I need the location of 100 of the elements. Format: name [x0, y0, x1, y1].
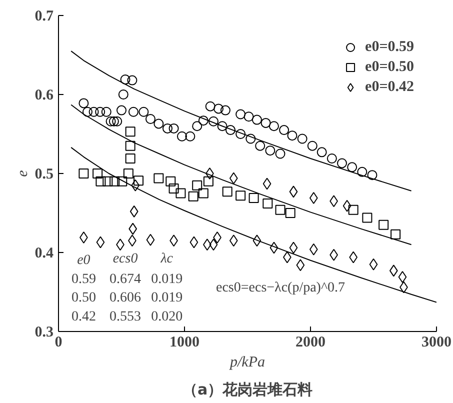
point: [246, 134, 256, 144]
point: [198, 188, 208, 198]
point: [108, 116, 119, 126]
point: [220, 105, 230, 116]
point: [192, 121, 202, 132]
annotation: ecs0=ecs−λc(p/pa)^0.7: [216, 280, 346, 296]
point: [389, 264, 398, 277]
point: [287, 130, 298, 141]
y-tick-label: 0.7: [34, 8, 54, 24]
point: [92, 168, 103, 178]
annotation: 0.020: [151, 310, 183, 325]
point: [192, 180, 202, 190]
annotation: λc: [160, 251, 174, 266]
point: [176, 188, 186, 198]
point: [128, 106, 138, 117]
point: [118, 90, 128, 100]
point: [236, 129, 246, 139]
y-tick-label: 0.5: [34, 166, 54, 182]
point: [96, 176, 106, 186]
point: [367, 170, 378, 180]
point: [214, 104, 224, 114]
point: [252, 234, 262, 247]
point: [116, 105, 126, 116]
point: [222, 186, 232, 197]
x-tick-label: 3000: [422, 334, 452, 350]
point: [362, 212, 372, 223]
point: [260, 118, 271, 128]
point: [154, 173, 164, 184]
point: [146, 234, 155, 246]
point: [130, 205, 138, 218]
point: [82, 106, 92, 117]
point: [134, 176, 144, 186]
point: [203, 176, 214, 186]
point: [78, 98, 89, 108]
point: [265, 146, 276, 156]
point: [185, 131, 196, 142]
point: [398, 270, 407, 283]
point: [78, 168, 89, 178]
legend-label: e0=0.42: [365, 78, 414, 96]
point: [190, 236, 198, 248]
point: [88, 106, 99, 117]
annotation: 0.59: [71, 272, 96, 287]
point: [236, 190, 246, 201]
point: [225, 125, 236, 136]
point: [289, 186, 298, 198]
point: [96, 236, 105, 248]
point: [162, 123, 172, 134]
point: [342, 200, 352, 212]
point: [262, 198, 273, 209]
point: [326, 154, 337, 164]
point: [188, 191, 198, 202]
x-axis-title: p/kPa: [229, 354, 266, 370]
point: [285, 208, 296, 218]
point: [110, 176, 120, 186]
point: [268, 121, 279, 132]
point: [255, 140, 266, 151]
point: [297, 134, 308, 144]
line-series: [70, 50, 412, 192]
point: [217, 121, 228, 132]
point: [279, 125, 290, 136]
annotation: ecs0: [112, 251, 138, 266]
point: [125, 140, 136, 151]
point: [309, 243, 318, 256]
point: [357, 166, 368, 177]
point: [120, 74, 130, 84]
point: [102, 176, 113, 186]
point: [229, 234, 238, 247]
point: [131, 179, 140, 192]
point: [145, 114, 156, 124]
annotation: 0.606: [110, 290, 142, 306]
line-series: [70, 104, 412, 246]
point: [166, 176, 176, 186]
point: [123, 168, 134, 178]
legend-label: e0=0.59: [365, 38, 414, 56]
point: [101, 106, 112, 117]
point: [112, 116, 122, 126]
text: （a）花岗岩堆石料: [182, 380, 313, 398]
point: [316, 147, 327, 158]
point: [348, 204, 358, 215]
point: [198, 116, 208, 126]
line-series: [70, 146, 436, 303]
point: [349, 251, 358, 264]
annotation: 0.553: [110, 310, 142, 325]
y-tick-label: 0.4: [34, 246, 54, 262]
point: [117, 176, 128, 186]
point: [337, 158, 347, 168]
annotation: 0.674: [110, 272, 142, 287]
annotation: e0: [77, 252, 90, 268]
point: [168, 123, 179, 134]
x-tick-label: 2000: [296, 334, 326, 350]
point: [206, 168, 214, 180]
point: [390, 229, 401, 240]
point: [127, 75, 138, 86]
annotation: 0.019: [151, 290, 183, 306]
point: [138, 106, 149, 117]
point: [347, 162, 358, 172]
y-axis-title: e: [14, 170, 31, 177]
point: [270, 242, 278, 254]
point: [307, 140, 318, 151]
x-tick-label: 0: [54, 334, 62, 350]
